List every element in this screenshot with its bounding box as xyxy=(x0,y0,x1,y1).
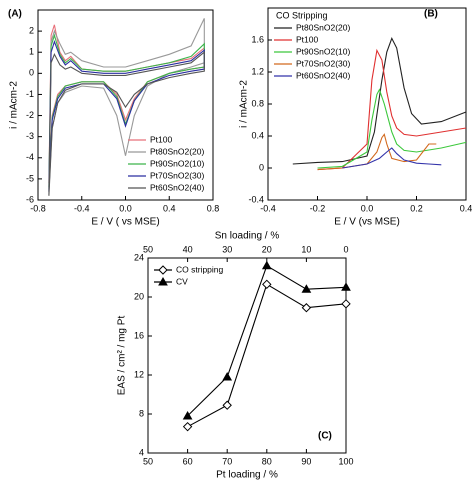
x2-tick-label: 40 xyxy=(183,244,193,254)
data-point xyxy=(301,303,312,313)
legend-label: Pt90SnO2(10) xyxy=(150,158,205,168)
y-tick-label: 16 xyxy=(134,330,144,340)
data-point xyxy=(182,410,193,420)
x-tick-label: 80 xyxy=(262,456,272,466)
x2-axis-label: Sn loading / % xyxy=(215,231,280,242)
legend-marker xyxy=(158,265,168,275)
data-point xyxy=(341,299,351,309)
y-tick-label: 12 xyxy=(134,369,144,379)
x2-tick-label: 0 xyxy=(343,244,348,254)
legend-label: Pt60SnO2(40) xyxy=(150,182,205,192)
series-line xyxy=(292,37,467,165)
x-tick-label: 0.4 xyxy=(460,203,473,213)
x-tick-label: 100 xyxy=(338,456,353,466)
y-tick-label: -4 xyxy=(26,152,34,162)
y-tick-label: -0.4 xyxy=(248,194,264,204)
x-tick-label: -0.4 xyxy=(74,203,90,213)
series-line xyxy=(342,147,442,169)
series-line xyxy=(187,283,347,428)
data-point xyxy=(341,282,351,291)
data-point xyxy=(222,400,232,410)
series-line xyxy=(317,48,467,171)
panel-label: (A) xyxy=(8,9,22,20)
legend-label: Pt80SnO2(20) xyxy=(296,22,351,32)
y-tick-label: 20 xyxy=(134,291,144,301)
data-point xyxy=(301,284,312,293)
data-point xyxy=(262,279,272,290)
legend-label: Pt70SnO2(30) xyxy=(150,170,205,180)
y-tick-label: -3 xyxy=(26,131,34,141)
y-tick-label: -2 xyxy=(26,110,34,120)
x2-tick-label: 30 xyxy=(222,244,232,254)
y-tick-label: 1 xyxy=(29,47,34,57)
panel-label: (B) xyxy=(424,9,438,20)
y-tick-label: 8 xyxy=(139,408,144,418)
x-axis-label: E / V (vs MSE) xyxy=(334,217,400,228)
legend-label: Pt60SnO2(40) xyxy=(296,70,351,80)
x2-tick-label: 10 xyxy=(301,244,311,254)
x2-tick-label: 20 xyxy=(262,244,272,254)
x-tick-label: 60 xyxy=(183,456,193,466)
x-tick-label: -0.4 xyxy=(260,203,276,213)
y-axis-label: i / mAcm-2 xyxy=(239,80,250,128)
y-axis-label: i / mAcm-2 xyxy=(9,81,20,129)
y-tick-label: 2 xyxy=(29,25,34,35)
x-tick-label: 70 xyxy=(222,456,232,466)
y-tick-label: -6 xyxy=(26,194,34,204)
x-tick-label: -0.8 xyxy=(30,203,46,213)
legend-label: CV xyxy=(176,276,188,286)
plot-frame xyxy=(147,257,347,454)
x-tick-label: 90 xyxy=(301,456,311,466)
data-point xyxy=(222,371,233,381)
y-tick-label: 4 xyxy=(139,447,144,457)
y-tick-label: 24 xyxy=(134,252,144,262)
legend-title: CO Stripping xyxy=(276,10,328,20)
y-tick-label: -5 xyxy=(26,173,34,183)
y-tick-label: 0 xyxy=(259,162,264,172)
x-axis-label: Pt loading / % xyxy=(216,470,278,481)
data-point xyxy=(182,421,193,432)
x-tick-label: 50 xyxy=(143,456,153,466)
y-axis-label: EAS / cm² / mg Pt xyxy=(117,316,128,396)
panel-label: (C) xyxy=(318,431,332,442)
x-tick-label: 0.0 xyxy=(119,203,132,213)
y-tick-label: -1 xyxy=(26,89,34,99)
x-tick-label: 0.2 xyxy=(410,203,423,213)
legend-label: Pt100 xyxy=(150,134,172,144)
legend-label: Pt100 xyxy=(296,34,318,44)
legend-label: Pt70SnO2(30) xyxy=(296,58,351,68)
y-tick-label: 0.8 xyxy=(251,98,264,108)
legend-marker xyxy=(158,276,168,286)
legend-label: Pt80SnO2(20) xyxy=(150,146,205,156)
data-point xyxy=(261,260,272,270)
series-line xyxy=(48,51,205,196)
y-tick-label: 1.2 xyxy=(251,66,264,76)
x-axis-label: E / V ( vs MSE) xyxy=(91,217,159,228)
legend-label: Pt90SnO2(10) xyxy=(296,46,351,56)
legend-label: CO stripping xyxy=(176,264,224,274)
series-line xyxy=(317,88,467,169)
y-tick-label: 1.6 xyxy=(251,34,264,44)
x-tick-label: 0.0 xyxy=(361,203,374,213)
x-tick-label: 0.8 xyxy=(207,203,220,213)
y-tick-label: 0 xyxy=(29,68,34,78)
x-tick-label: 0.4 xyxy=(163,203,176,213)
y-tick-label: 0.4 xyxy=(251,130,264,140)
x2-tick-label: 50 xyxy=(143,244,153,254)
series-line xyxy=(48,18,205,190)
x-tick-label: -0.2 xyxy=(310,203,326,213)
